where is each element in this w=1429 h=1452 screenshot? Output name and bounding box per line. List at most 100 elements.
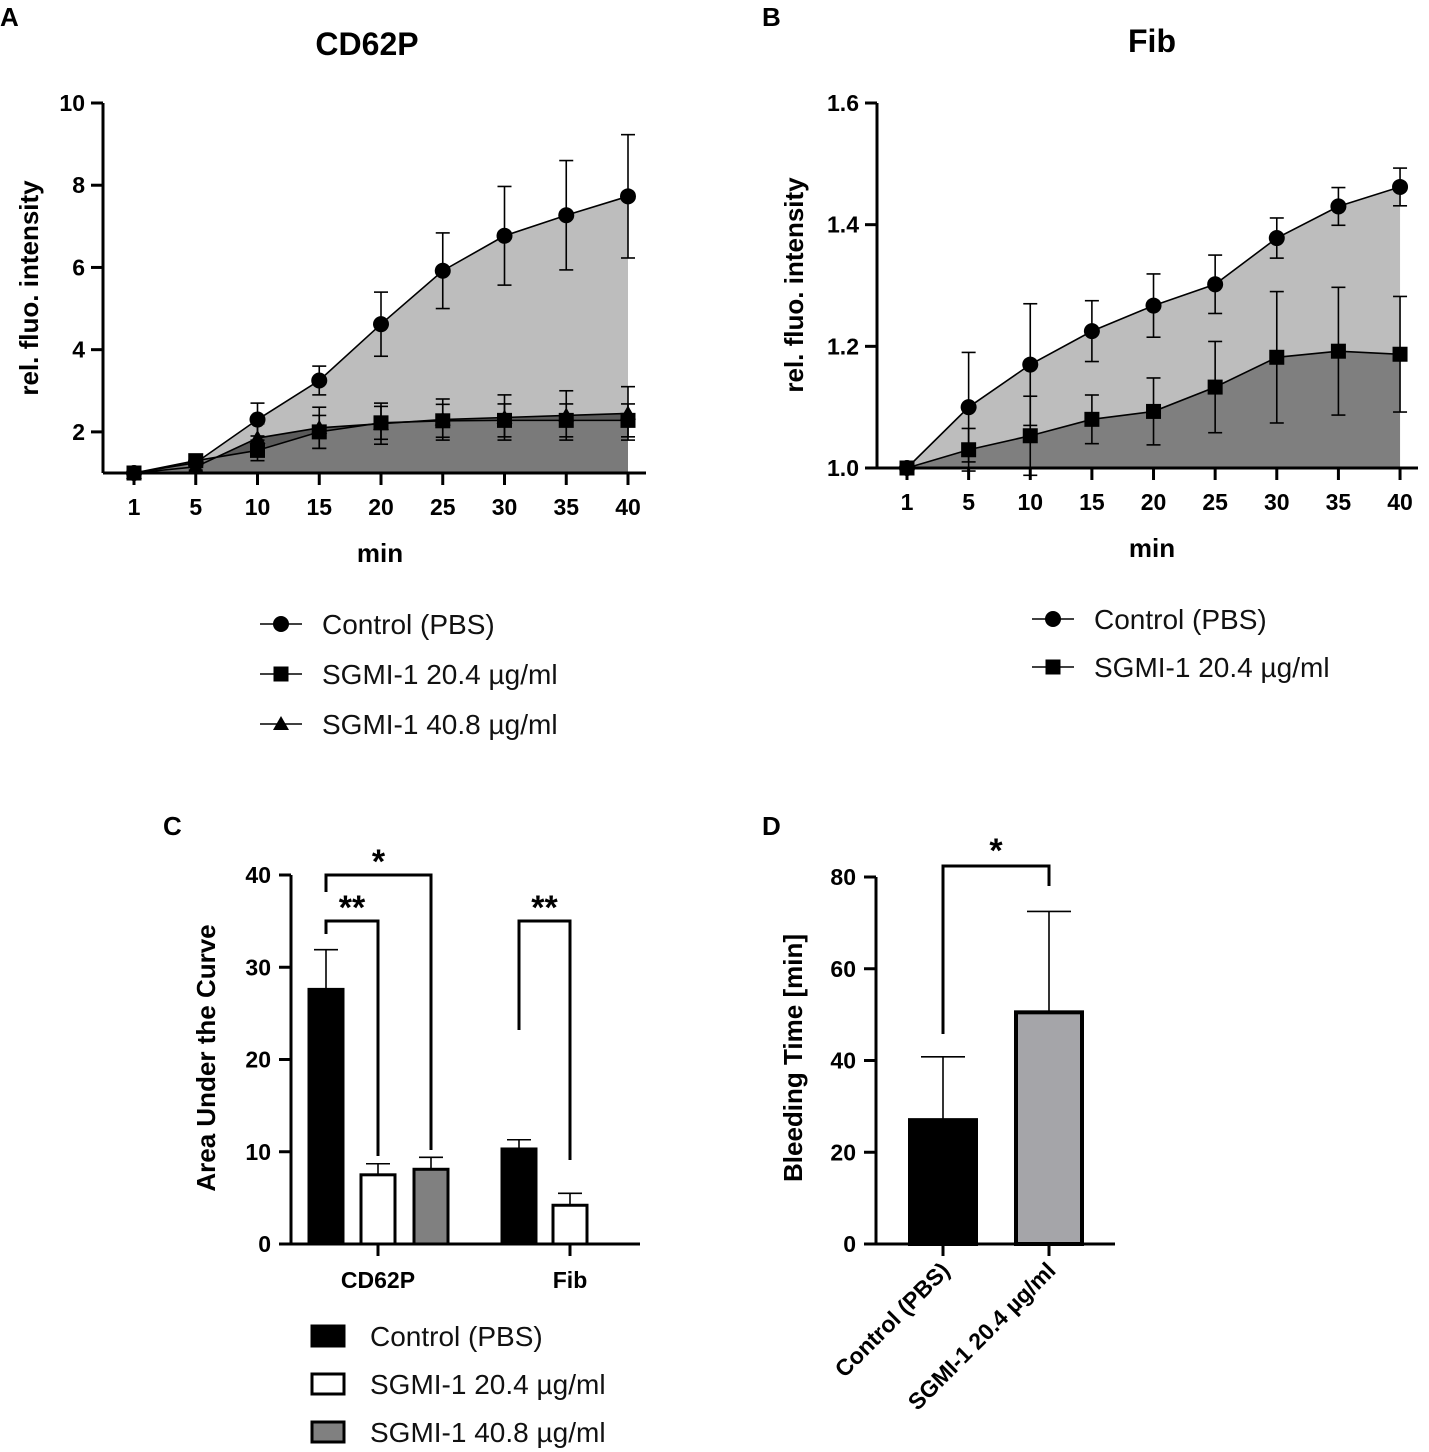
a-point-s0-p3 <box>311 372 328 389</box>
a-legend-label-1: SGMI-1 20.4 µg/ml <box>322 659 558 690</box>
d-y-tick-label-3: 60 <box>830 956 856 982</box>
b-point-s0-p6 <box>1268 230 1285 247</box>
a-y-tick-label-2: 6 <box>72 254 85 280</box>
b-y-tick-label-3: 1.6 <box>827 90 859 116</box>
b-point-s1-p1 <box>961 442 977 458</box>
c-legend-swatch-0 <box>310 1324 346 1348</box>
b-x-tick-label-8: 40 <box>1387 489 1413 515</box>
c-y-tick-label-3: 30 <box>245 954 271 980</box>
c-sig-bracket-2 <box>517 919 572 1160</box>
a-point-s2-p2 <box>249 430 266 445</box>
a-x-tick-label-4: 20 <box>368 494 394 520</box>
panel-a-title: CD62P <box>315 26 418 62</box>
b-legend-label-1: SGMI-1 20.4 µg/ml <box>1094 652 1330 683</box>
d-y-tick-label-0: 0 <box>843 1231 856 1257</box>
c-legend-label-1: SGMI-1 20.4 µg/ml <box>370 1369 606 1400</box>
panel-c-y-label: Area Under the Curve <box>191 924 221 1191</box>
panel-b-chart: Fib 1.01.21.41.61 5 10 15 20 25 30 35 40 min rel… <box>779 23 1418 683</box>
c-legend-label-0: Control (PBS) <box>370 1321 543 1352</box>
b-point-s1-p6 <box>1269 349 1285 365</box>
d-sig-label: * <box>989 832 1003 870</box>
a-point-s0-p5 <box>434 262 451 279</box>
a-point-s0-p7 <box>558 207 575 224</box>
c-sig-label-0: ** <box>339 889 366 927</box>
c-legend-swatch-1 <box>310 1372 346 1396</box>
d-bar-0 <box>908 1118 978 1246</box>
a-point-s0-p2 <box>249 411 266 428</box>
a-x-tick-label-3: 15 <box>306 494 332 520</box>
c-y-tick-label-1: 10 <box>245 1139 271 1165</box>
c-sig-bracket-1 <box>324 873 433 1150</box>
panel-a-x-label: min <box>357 538 403 568</box>
b-point-s1-p7 <box>1330 343 1346 359</box>
b-point-s0-p1 <box>960 399 977 416</box>
a-legend-marker-0 <box>273 616 289 632</box>
a-x-tick-label-2: 10 <box>245 494 271 520</box>
a-point-s2-p7 <box>558 407 575 422</box>
c-x-tick-label-1: Fib <box>553 1267 588 1293</box>
c-x-tick-label-0: CD62P <box>341 1267 415 1293</box>
b-point-s0-p7 <box>1330 198 1347 215</box>
c-sig-label-2: ** <box>531 889 558 927</box>
a-point-s2-p5 <box>434 411 451 426</box>
c-bar-s1-g1 <box>551 1203 589 1246</box>
b-point-s1-p3 <box>1084 411 1100 427</box>
c-y-tick-label-0: 0 <box>258 1231 271 1257</box>
b-x-tick-label-2: 10 <box>1017 489 1043 515</box>
panel-b-title: Fib <box>1128 23 1176 59</box>
b-y-tick-label-2: 1.4 <box>827 212 859 238</box>
a-x-tick-label-8: 40 <box>615 494 641 520</box>
d-y-tick-label-4: 80 <box>830 864 856 890</box>
a-y-tick-label-0: 2 <box>72 419 85 445</box>
c-y-tick-label-2: 20 <box>245 1047 271 1073</box>
b-x-tick-label-4: 20 <box>1141 489 1167 515</box>
c-sig-bracket-0 <box>324 919 380 1156</box>
c-legend-label-2: SGMI-1 40.8 µg/ml <box>370 1417 606 1448</box>
c-bar-s0-g0 <box>307 987 345 1246</box>
a-point-s2-p6 <box>496 409 513 424</box>
b-legend-marker-1 <box>1045 659 1061 675</box>
b-point-s1-p4 <box>1146 403 1162 419</box>
b-y-tick-label-1: 1.2 <box>827 333 859 359</box>
panel-b-x-label: min <box>1129 533 1175 563</box>
a-x-tick-label-0: 1 <box>128 494 141 520</box>
c-y-tick-label-4: 40 <box>245 862 271 888</box>
panel-d-y-label: Bleeding Time [min] <box>778 934 808 1182</box>
d-bar-1 <box>1014 1010 1084 1246</box>
c-bar-s0-g1 <box>500 1147 538 1246</box>
a-legend-label-2: SGMI-1 40.8 µg/ml <box>322 709 558 740</box>
b-point-s0-p5 <box>1207 276 1224 293</box>
d-y-tick-label-1: 20 <box>830 1139 856 1165</box>
b-legend-label-0: Control (PBS) <box>1094 604 1267 635</box>
b-point-s1-p8 <box>1392 346 1408 362</box>
c-bar-s2-g0 <box>412 1167 450 1246</box>
b-x-tick-label-7: 35 <box>1326 489 1352 515</box>
d-y-tick-label-2: 40 <box>830 1048 856 1074</box>
a-point-s0-p6 <box>496 227 513 244</box>
a-point-s2-p4 <box>373 415 389 430</box>
a-point-s1-p2 <box>250 442 265 458</box>
b-x-tick-label-3: 15 <box>1079 489 1105 515</box>
b-point-s0-p3 <box>1083 323 1100 340</box>
a-point-s2-p1 <box>187 458 204 473</box>
b-x-tick-label-1: 5 <box>962 489 975 515</box>
a-x-tick-label-6: 30 <box>492 494 518 520</box>
b-point-s0-p2 <box>1022 356 1039 373</box>
a-y-tick-label-1: 4 <box>72 337 85 363</box>
b-point-s0-p8 <box>1392 178 1409 195</box>
a-x-tick-label-1: 5 <box>189 494 202 520</box>
a-legend-marker-2 <box>273 716 289 730</box>
a-point-s2-p3 <box>311 419 328 434</box>
panel-a-y-label: rel. fluo. intensity <box>14 180 44 396</box>
panel-b-y-label: rel. fluo. intensity <box>779 177 809 393</box>
panel-letter-b: B <box>762 2 781 32</box>
b-y-tick-label-0: 1.0 <box>827 455 859 481</box>
c-bar-s1-g0 <box>359 1173 397 1246</box>
b-point-s1-p5 <box>1207 379 1223 395</box>
a-point-s0-p8 <box>620 188 636 205</box>
a-x-tick-label-5: 25 <box>430 494 456 520</box>
a-legend-marker-1 <box>273 666 289 682</box>
